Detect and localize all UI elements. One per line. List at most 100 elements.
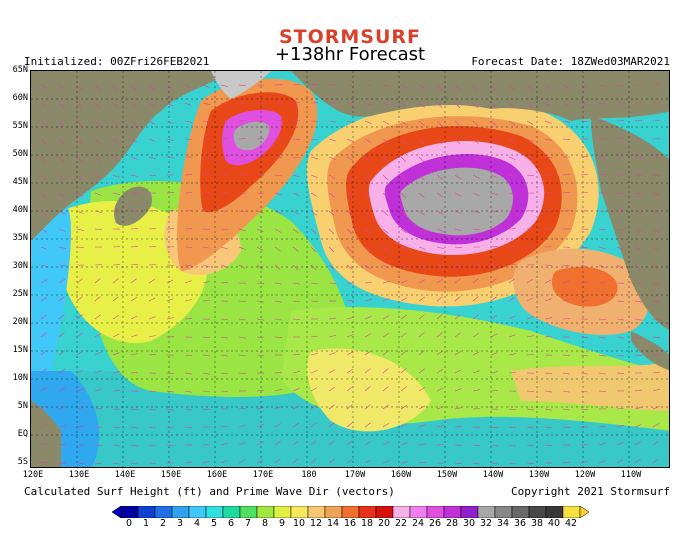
wave-vector (634, 354, 643, 356)
wave-vector (418, 120, 425, 126)
wave-vector (184, 84, 192, 89)
wave-vector (166, 317, 174, 320)
colorbar-label: 8 (261, 518, 269, 529)
colorbar-swatch (154, 506, 173, 518)
colorbar-label: 36 (513, 518, 527, 529)
wave-vector (148, 228, 157, 230)
wave-vector (310, 370, 318, 374)
wave-vector (130, 372, 139, 374)
wave-vector (184, 264, 192, 267)
wave-vector (526, 228, 535, 230)
wave-vector (76, 192, 84, 197)
wave-vector (364, 210, 371, 217)
wave-vector (436, 406, 444, 410)
wave-vector (220, 460, 228, 464)
wave-vector (616, 300, 625, 303)
wave-vector (526, 102, 533, 108)
wave-vector (94, 351, 102, 356)
wave-vector (112, 390, 121, 392)
wave-vector (94, 102, 101, 109)
wave-vector (616, 210, 624, 213)
wave-vector (544, 279, 552, 284)
wave-vector (454, 369, 462, 374)
wave-vector (490, 278, 497, 284)
wave-vector (580, 120, 589, 123)
wave-vector (112, 333, 120, 338)
wave-vector (490, 315, 498, 320)
wave-vector (454, 192, 462, 197)
wave-vector (490, 138, 497, 144)
wave-vector (490, 210, 499, 213)
wave-vector (112, 296, 119, 302)
wave-vector (436, 228, 444, 232)
wave-vector (526, 390, 535, 393)
wave-vector (634, 282, 643, 285)
colorbar-label: 14 (326, 518, 340, 529)
wave-vector (490, 426, 499, 429)
wave-vector (580, 84, 588, 88)
wave-vector (40, 174, 47, 181)
wave-vector (346, 102, 354, 105)
wave-vector (310, 246, 317, 253)
wave-vector (580, 372, 588, 375)
wave-vector (184, 102, 192, 106)
wave-vector (562, 280, 570, 284)
wave-vector (40, 332, 47, 338)
wave-vector (364, 441, 372, 446)
wave-vector (436, 387, 444, 392)
wave-vector (382, 192, 389, 199)
wave-vector (346, 386, 353, 392)
wave-vector (58, 332, 65, 338)
wave-vector (292, 264, 299, 271)
wave-vector (40, 228, 48, 233)
wave-vector (580, 336, 589, 339)
wave-vector (148, 156, 156, 159)
wave-vector (400, 461, 408, 464)
wave-vector (58, 228, 66, 232)
wave-vector (238, 246, 246, 250)
wave-vector (148, 335, 156, 338)
wave-vector (544, 120, 552, 124)
wave-vector (292, 353, 300, 356)
wave-vector (544, 228, 553, 230)
wave-vector (40, 405, 48, 410)
wave-vector (328, 404, 335, 410)
colorbar-swatch (239, 506, 258, 518)
wave-vector (580, 192, 589, 194)
wave-vector (580, 246, 588, 249)
wave-vector (40, 156, 47, 163)
wave-vector (382, 298, 390, 302)
wave-vector (544, 84, 551, 90)
wave-vector (58, 174, 65, 180)
wave-vector (256, 120, 265, 122)
wave-vector (454, 351, 462, 356)
wave-vector (472, 174, 480, 179)
wave-vector (274, 174, 282, 177)
wave-vector (112, 174, 120, 178)
wave-vector (220, 354, 228, 357)
wave-vector (418, 264, 426, 267)
wave-vector (562, 102, 570, 106)
wave-vector (400, 350, 407, 356)
wave-vector (130, 462, 138, 465)
wave-vector (130, 278, 137, 284)
wave-vector (310, 458, 317, 464)
colorbar-swatch (171, 506, 190, 518)
wave-vector (634, 210, 642, 214)
wave-vector (310, 174, 318, 178)
wave-vector (310, 404, 317, 410)
wave-vector (292, 371, 300, 374)
wave-vector (616, 264, 624, 269)
indonesia-landmass (31, 401, 61, 467)
wave-vector (652, 210, 660, 215)
colorbar-label: 32 (479, 518, 493, 529)
wave-vector (400, 332, 407, 338)
wave-vector (238, 84, 247, 87)
east-swell-core (552, 266, 618, 307)
wave-vector (40, 192, 47, 198)
wave-vector (526, 84, 533, 90)
wave-vector (184, 408, 192, 411)
wave-vector (220, 84, 228, 87)
wave-vector (274, 318, 282, 321)
colorbar-label: 1 (142, 518, 150, 529)
